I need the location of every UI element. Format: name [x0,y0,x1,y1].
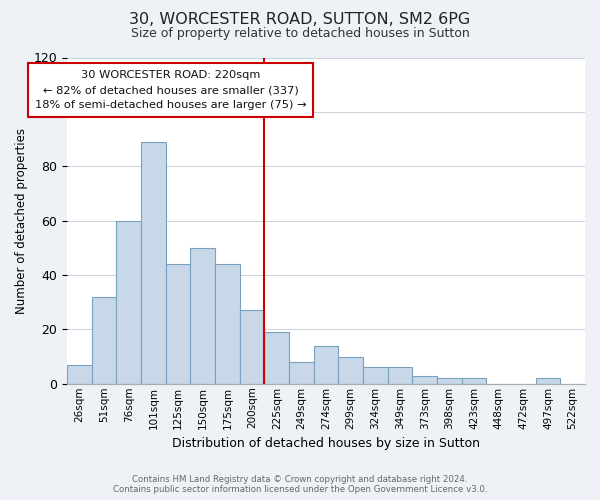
Text: Size of property relative to detached houses in Sutton: Size of property relative to detached ho… [131,28,469,40]
Bar [116,220,141,384]
Bar [141,142,166,384]
Y-axis label: Number of detached properties: Number of detached properties [15,128,28,314]
Bar [240,310,265,384]
Bar [388,368,412,384]
Bar [215,264,240,384]
Bar [166,264,190,384]
Text: Contains HM Land Registry data © Crown copyright and database right 2024.
Contai: Contains HM Land Registry data © Crown c… [113,474,487,494]
Bar [190,248,215,384]
Bar [265,332,289,384]
Bar [462,378,487,384]
Bar [92,297,116,384]
Bar [412,376,437,384]
Bar [437,378,462,384]
Bar [314,346,338,384]
Bar [67,364,92,384]
Bar [338,356,363,384]
X-axis label: Distribution of detached houses by size in Sutton: Distribution of detached houses by size … [172,437,480,450]
Text: 30 WORCESTER ROAD: 220sqm
← 82% of detached houses are smaller (337)
18% of semi: 30 WORCESTER ROAD: 220sqm ← 82% of detac… [35,70,307,110]
Bar [289,362,314,384]
Bar [363,368,388,384]
Bar [536,378,560,384]
Text: 30, WORCESTER ROAD, SUTTON, SM2 6PG: 30, WORCESTER ROAD, SUTTON, SM2 6PG [130,12,470,28]
